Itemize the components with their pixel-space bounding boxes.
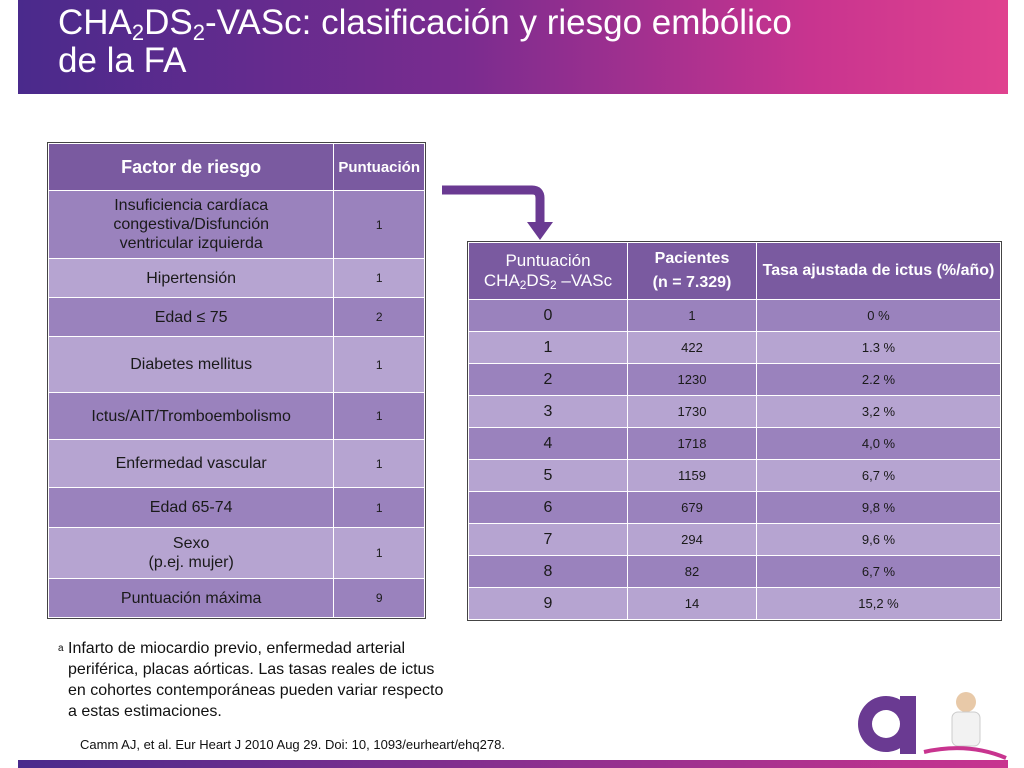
stroke-table-rate: 6,7 % xyxy=(756,555,1001,588)
risk-score: 1 xyxy=(333,487,425,528)
table-row: 3 1730 3,2 % xyxy=(468,395,1001,428)
title-banner: CHA2DS2-VASc: clasificación y riesgo emb… xyxy=(18,0,1008,94)
stroke-table-rate: 15,2 % xyxy=(756,587,1001,620)
footnote: a Infarto de miocardio previo, enfermeda… xyxy=(58,640,444,720)
stroke-table-patients: 1718 xyxy=(627,427,757,460)
stroke-table-score: 7 xyxy=(468,523,628,556)
stroke-table-score: 5 xyxy=(468,459,628,492)
stroke-table-score: 8 xyxy=(468,555,628,588)
stroke-table-score: 2 xyxy=(468,363,628,396)
stroke-table-score: 0 xyxy=(468,299,628,332)
risk-factor-table: Factor de riesgo Puntuación Insuficienci… xyxy=(47,142,426,619)
company-logo-icon xyxy=(858,692,1007,760)
slide-title: CHA2DS2-VASc: clasificación y riesgo emb… xyxy=(58,3,792,80)
stroke-table-score: 6 xyxy=(468,491,628,524)
patients-column-header: Pacientes (n = 7.329) xyxy=(627,242,757,300)
risk-factor: Hipertensión xyxy=(47,258,335,298)
risk-factor-header: Factor de riesgo xyxy=(47,143,335,191)
risk-score: 1 xyxy=(333,392,425,440)
risk-score: 1 xyxy=(333,336,425,393)
risk-score: 2 xyxy=(333,297,425,337)
stroke-table-patients: 1 xyxy=(627,299,757,332)
table-row: 6 679 9,8 % xyxy=(468,491,1001,524)
table-row: 1 422 1.3 % xyxy=(468,331,1001,364)
risk-factor: Puntuación máxima xyxy=(47,578,335,618)
stroke-table-rate: 2.2 % xyxy=(756,363,1001,396)
table-row: 8 82 6,7 % xyxy=(468,555,1001,588)
stroke-table-score: 9 xyxy=(468,587,628,620)
stroke-rate-column-header: Tasa ajustada de ictus (%/año) xyxy=(756,242,1001,300)
score-header: Puntuación xyxy=(333,143,425,191)
table-row: 4 1718 4,0 % xyxy=(468,427,1001,460)
stroke-table-patients: 82 xyxy=(627,555,757,588)
stroke-table-rate: 9,8 % xyxy=(756,491,1001,524)
stroke-table-patients: 1159 xyxy=(627,459,757,492)
stroke-table-patients: 294 xyxy=(627,523,757,556)
stroke-table-patients: 679 xyxy=(627,491,757,524)
reference: Camm AJ, et al. Eur Heart J 2010 Aug 29.… xyxy=(80,737,505,752)
stroke-table-rate: 6,7 % xyxy=(756,459,1001,492)
stroke-table-patients: 1230 xyxy=(627,363,757,396)
stroke-table-patients: 14 xyxy=(627,587,757,620)
stroke-table-rate: 4,0 % xyxy=(756,427,1001,460)
arrow-icon xyxy=(442,185,553,240)
stroke-table-patients: 422 xyxy=(627,331,757,364)
risk-factor: Insuficiencia cardíaca congestiva/Disfun… xyxy=(47,190,335,259)
risk-score: 1 xyxy=(333,258,425,298)
table-row: 9 14 15,2 % xyxy=(468,587,1001,620)
stroke-table-score: 4 xyxy=(468,427,628,460)
risk-factor: Edad 65-74 xyxy=(47,487,335,528)
risk-factor: Ictus/AIT/Tromboembolismo xyxy=(47,392,335,440)
risk-score: 1 xyxy=(333,439,425,488)
risk-factor: Enfermedad vascular xyxy=(47,439,335,488)
stroke-table-rate: 9,6 % xyxy=(756,523,1001,556)
table-row: 2 1230 2.2 % xyxy=(468,363,1001,396)
stroke-table-rate: 0 % xyxy=(756,299,1001,332)
stroke-table-score: 3 xyxy=(468,395,628,428)
stroke-table-score: 1 xyxy=(468,331,628,364)
stroke-table-rate: 3,2 % xyxy=(756,395,1001,428)
table-row: 5 1159 6,7 % xyxy=(468,459,1001,492)
bottom-bar xyxy=(18,760,1008,768)
stroke-table-patients: 1730 xyxy=(627,395,757,428)
stroke-table-rate: 1.3 % xyxy=(756,331,1001,364)
risk-score: 9 xyxy=(333,578,425,618)
risk-factor: Edad ≤ 75 xyxy=(47,297,335,337)
stroke-rate-table: Puntuación CHA2DS2 –VASc Pacientes (n = 7.… xyxy=(467,241,1002,621)
risk-score: 1 xyxy=(333,190,425,259)
risk-factor: Sexo (p.ej. mujer) xyxy=(47,527,335,579)
score-column-header: Puntuación CHA2DS2 –VASc xyxy=(468,242,628,300)
risk-score: 1 xyxy=(333,527,425,579)
table-row: 7 294 9,6 % xyxy=(468,523,1001,556)
risk-factor: Diabetes mellitus xyxy=(47,336,335,393)
